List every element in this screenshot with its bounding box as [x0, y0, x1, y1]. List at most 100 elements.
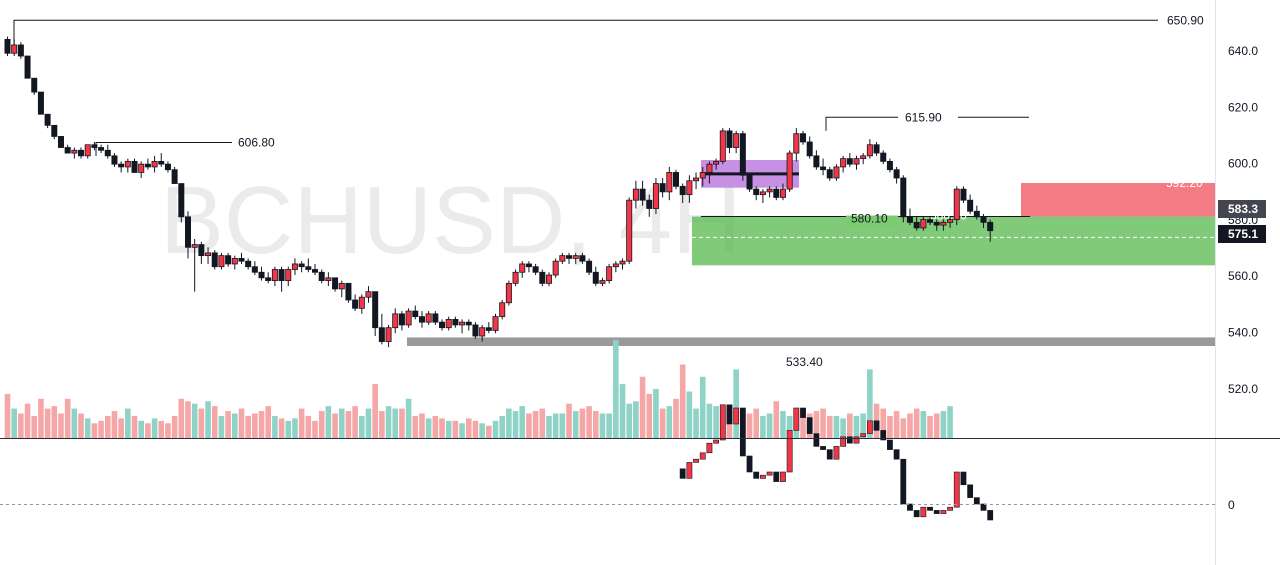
candle: [960, 188, 967, 201]
level-615-label: 615.90: [905, 110, 942, 124]
candle: [71, 149, 78, 154]
current-price-label: 575.1: [1228, 227, 1258, 241]
candle: [846, 158, 853, 165]
candle: [906, 216, 913, 223]
candle: [793, 133, 800, 154]
volume-bar: [51, 406, 58, 438]
volume-bar: [726, 411, 733, 438]
level-580-label: 580.10: [851, 212, 888, 226]
candle: [425, 313, 432, 323]
candle: [138, 163, 145, 173]
volume-bar: [947, 406, 953, 438]
volume-bar: [432, 415, 439, 438]
candle: [211, 252, 218, 268]
volume-bar: [245, 415, 251, 438]
volume-bar: [272, 415, 278, 438]
candle: [525, 263, 532, 268]
indicator-bar: [840, 436, 847, 447]
volume-bar: [619, 384, 626, 438]
indicator-bar: [866, 420, 873, 434]
volume-bar: [606, 413, 612, 438]
candle: [124, 160, 131, 168]
volume-bar: [887, 415, 893, 438]
candle: [545, 274, 552, 284]
candle: [820, 166, 827, 171]
volume-bar: [231, 413, 238, 438]
indicator-bar: [920, 506, 927, 518]
candle: [512, 271, 519, 284]
volume-bar: [559, 413, 566, 438]
volume-bar: [165, 423, 171, 438]
candle: [365, 291, 372, 298]
candle: [472, 324, 479, 337]
candle: [713, 160, 720, 165]
volume-bar: [486, 425, 492, 438]
candle: [4, 39, 11, 54]
indicator-bar: [719, 404, 726, 441]
candle: [920, 219, 927, 229]
candle: [51, 124, 58, 137]
candle: [104, 149, 111, 157]
candle: [599, 280, 606, 284]
volume-bar: [151, 418, 158, 438]
candle: [913, 221, 920, 229]
candle: [532, 266, 539, 273]
candle: [786, 152, 793, 190]
candle: [539, 271, 546, 284]
candle: [44, 113, 51, 126]
candle: [84, 144, 91, 157]
indicator-bar: [927, 506, 933, 511]
volume-bar: [338, 408, 345, 438]
candle: [739, 133, 746, 176]
candle: [251, 266, 258, 273]
volume-bar: [586, 406, 592, 438]
indicator-bar: [726, 404, 733, 425]
volume-bar: [713, 406, 719, 438]
candle: [626, 199, 633, 262]
volume-bar: [405, 398, 412, 438]
candle: [245, 260, 252, 268]
candle: [452, 318, 459, 326]
candle: [779, 188, 786, 198]
volume-bar: [238, 408, 245, 438]
candle: [766, 188, 773, 193]
volume-bar: [185, 401, 191, 438]
volume-bar: [211, 406, 218, 438]
volume-bar: [359, 415, 365, 438]
candle: [492, 316, 499, 331]
volume-bar: [252, 413, 258, 438]
candle: [499, 302, 506, 318]
candle: [11, 44, 18, 54]
volume-bar: [539, 408, 546, 438]
volume-bar: [907, 413, 913, 438]
level-606-line: [95, 142, 232, 156]
indicator-bar: [893, 449, 900, 460]
candle: [144, 163, 151, 168]
volume-bar: [920, 411, 927, 438]
indicator-bar: [820, 446, 826, 450]
volume-bar: [64, 398, 71, 438]
candle: [726, 130, 733, 148]
volume-bar: [385, 406, 392, 438]
candle: [579, 255, 586, 262]
volume-bar: [125, 408, 131, 438]
candle: [158, 160, 165, 165]
volume-bar: [71, 408, 78, 438]
volume-bar: [840, 418, 846, 438]
volume-bar: [285, 420, 292, 438]
indicator-bar: [933, 510, 940, 514]
candle: [271, 269, 278, 281]
volume-bar: [626, 403, 633, 438]
candle: [198, 244, 205, 257]
candle: [753, 188, 760, 196]
candle: [184, 216, 191, 248]
candle: [833, 166, 840, 179]
volume-bar: [78, 413, 84, 438]
candle: [479, 327, 486, 337]
volume-bar: [519, 406, 526, 438]
volume-bar: [499, 415, 505, 438]
candle: [552, 260, 559, 276]
candle: [666, 172, 673, 193]
